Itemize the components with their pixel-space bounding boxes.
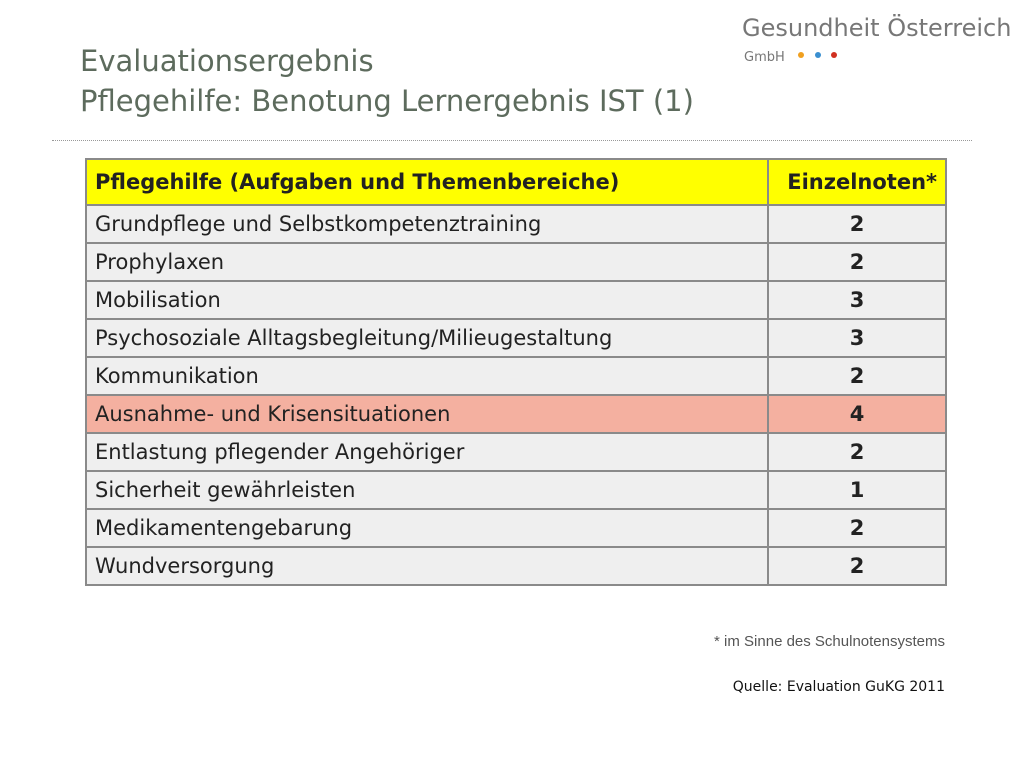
title: Evaluationsergebnis: [80, 44, 374, 78]
topic-cell: Psychosoziale Alltagsbegleitung/Milieuge…: [85, 318, 769, 358]
topic-cell: Sicherheit gewährleisten: [85, 470, 769, 510]
source: Quelle: Evaluation GuKG 2011: [732, 679, 945, 695]
grade-cell: 2: [767, 546, 947, 586]
table-row: Ausnahme- und Krisensituationen 4: [85, 394, 947, 434]
logo-suffix: GmbH: [744, 50, 785, 65]
table-row: Mobilisation 3: [85, 280, 947, 320]
table-row: Medikamentengebarung 2: [85, 508, 947, 548]
table-row: Prophylaxen 2: [85, 242, 947, 282]
topic-cell: Ausnahme- und Krisensituationen: [85, 394, 769, 434]
grade-cell: 4: [767, 394, 947, 434]
column-header: Einzelnoten*: [767, 158, 947, 206]
topic-cell: Grundpflege und Selbstkompetenztraining: [85, 204, 769, 244]
table-row: Wundversorgung 2: [85, 546, 947, 586]
table-row: Kommunikation 2: [85, 356, 947, 396]
divider: [52, 140, 972, 141]
grade-cell: 1: [767, 470, 947, 510]
table-row: Entlastung pflegender Angehöriger 2: [85, 432, 947, 472]
topic-cell: Wundversorgung: [85, 546, 769, 586]
logo-dot: [831, 52, 837, 58]
grade-cell: 2: [767, 242, 947, 282]
topic-cell: Mobilisation: [85, 280, 769, 320]
grade-cell: 3: [767, 318, 947, 358]
table-row: Sicherheit gewährleisten 1: [85, 470, 947, 510]
topic-cell: Kommunikation: [85, 356, 769, 396]
grade-cell: 2: [767, 204, 947, 244]
logo-dot: [798, 52, 804, 58]
footnote: * im Sinne des Schulnotensystems: [714, 633, 945, 650]
grade-cell: 2: [767, 432, 947, 472]
table-header: Pflegehilfe (Aufgaben und Themenbereiche…: [85, 158, 947, 206]
logo-name: Gesundheit Österreich: [742, 14, 1012, 42]
topic-cell: Medikamentengebarung: [85, 508, 769, 548]
logo-dot: [815, 52, 821, 58]
grade-cell: 2: [767, 356, 947, 396]
table-row: Psychosoziale Alltagsbegleitung/Milieuge…: [85, 318, 947, 358]
grade-cell: 2: [767, 508, 947, 548]
table-row: Grundpflege und Selbstkompetenztraining 2: [85, 204, 947, 244]
subtitle: Pflegehilfe: Benotung Lernergebnis IST (…: [80, 84, 694, 118]
grades-table: Pflegehilfe (Aufgaben und Themenbereiche…: [85, 158, 947, 586]
topic-cell: Entlastung pflegender Angehöriger: [85, 432, 769, 472]
column-header: Pflegehilfe (Aufgaben und Themenbereiche…: [85, 158, 769, 206]
topic-cell: Prophylaxen: [85, 242, 769, 282]
grade-cell: 3: [767, 280, 947, 320]
